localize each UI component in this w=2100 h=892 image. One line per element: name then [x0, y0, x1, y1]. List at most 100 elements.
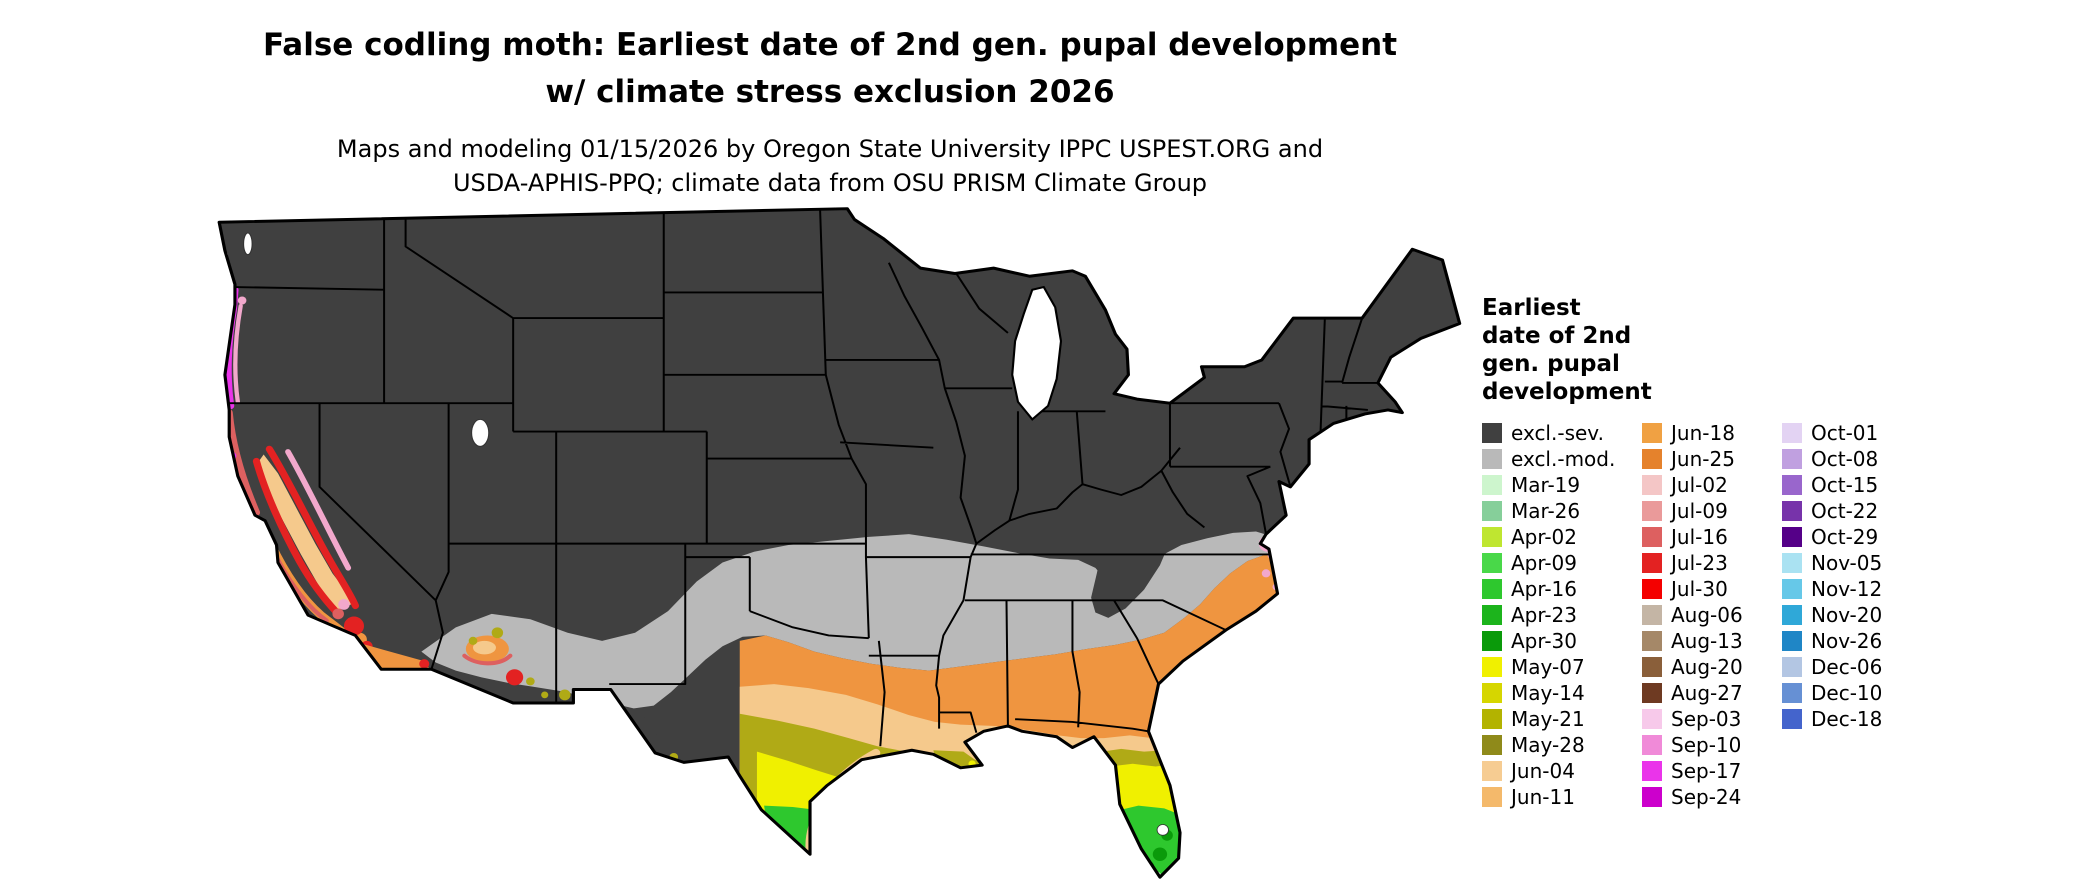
legend-label: Mar-19 [1511, 473, 1581, 497]
legend-label: Dec-10 [1811, 681, 1883, 705]
legend-swatch [1782, 527, 1802, 547]
legend-entry: Nov-20 [1782, 602, 1922, 628]
us-map-container [212, 206, 1474, 888]
legend-label: Jul-16 [1671, 525, 1728, 549]
legend-swatch [1482, 761, 1502, 781]
legend-label: Aug-20 [1671, 655, 1743, 679]
legend-swatch [1482, 605, 1502, 625]
legend-swatch [1782, 501, 1802, 521]
legend-label: Jun-25 [1671, 447, 1735, 471]
legend-swatch [1642, 475, 1662, 495]
lake-michigan [1011, 285, 1063, 421]
legend-swatch [1482, 787, 1502, 807]
legend-swatch [1642, 709, 1662, 729]
legend-entry: Apr-09 [1482, 550, 1642, 576]
legend-label: May-14 [1511, 681, 1585, 705]
region-appalachian-exclusion [1091, 465, 1175, 618]
legend-label: Apr-02 [1511, 525, 1577, 549]
legend-entry: May-28 [1482, 732, 1642, 758]
legend-label: Oct-15 [1811, 473, 1879, 497]
legend-entry: Jul-16 [1642, 524, 1782, 550]
legend-swatch [1642, 631, 1662, 651]
legend-label: May-21 [1511, 707, 1585, 731]
legend-swatch [1782, 475, 1802, 495]
legend-entry: Dec-10 [1782, 680, 1922, 706]
legend-label: Aug-27 [1671, 681, 1743, 705]
legend-swatch [1782, 605, 1802, 625]
legend-entry: May-07 [1482, 654, 1642, 680]
legend-swatch [1482, 683, 1502, 703]
legend-column: Oct-01 Oct-08 Oct-15 Oct-22 Oct-29 Nov-05 Nov-… [1782, 420, 1922, 810]
legend-swatch [1482, 579, 1502, 599]
legend-swatch [1482, 475, 1502, 495]
legend-swatch [1482, 527, 1502, 547]
legend-label: Jul-23 [1671, 551, 1728, 575]
legend-swatch [1642, 605, 1662, 625]
legend-label: Oct-08 [1811, 447, 1879, 471]
legend-swatch [1482, 423, 1502, 443]
legend-entry: Mar-19 [1482, 472, 1642, 498]
state-borders [229, 208, 1378, 747]
legend-swatch [1642, 579, 1662, 599]
region-exclusion-moderate [421, 531, 1279, 709]
legend-swatch [1782, 709, 1802, 729]
region-april-texas [764, 805, 826, 866]
legend-label: Nov-20 [1811, 603, 1883, 627]
legend-entry: Mar-26 [1482, 498, 1642, 524]
region-sierra-pink [285, 449, 352, 571]
legend-label: Apr-09 [1511, 551, 1577, 575]
legend-label: May-07 [1511, 655, 1585, 679]
legend-swatch [1482, 709, 1502, 729]
region-sierra-foothill-red [252, 445, 359, 616]
legend-entry: Oct-29 [1782, 524, 1922, 550]
page-subtitle: Maps and modeling 01/15/2026 by Oregon S… [0, 132, 1660, 200]
legend-label: Dec-18 [1811, 707, 1883, 731]
legend-label: Sep-24 [1671, 785, 1742, 809]
legend-swatch [1782, 449, 1802, 469]
legend-entry: Jun-04 [1482, 758, 1642, 784]
legend-label: Jul-02 [1671, 473, 1728, 497]
region-central-valley [257, 454, 352, 610]
legend-entry: excl.-sev. [1482, 420, 1642, 446]
legend-swatch [1642, 423, 1662, 443]
title-line-1: False codling moth: Earliest date of 2nd… [262, 27, 1398, 63]
legend-swatch [1642, 683, 1662, 703]
region-socal-desert [361, 643, 430, 670]
legend-label: Jun-11 [1511, 785, 1575, 809]
legend-swatch [1482, 449, 1502, 469]
legend-label: Apr-30 [1511, 629, 1577, 653]
legend-entry: Jun-25 [1642, 446, 1782, 472]
legend-entry: Apr-02 [1482, 524, 1642, 550]
legend-swatch [1482, 735, 1502, 755]
legend-swatch [1642, 657, 1662, 677]
legend-swatch [1782, 423, 1802, 443]
subtitle-line-2: USDA-APHIS-PPQ; climate data from OSU PR… [452, 169, 1208, 198]
legend-label: Jun-18 [1671, 421, 1735, 445]
legend-label: Aug-06 [1671, 603, 1743, 627]
legend-swatch [1782, 631, 1802, 651]
legend-entry: Jul-30 [1642, 576, 1782, 602]
legend-label: Apr-23 [1511, 603, 1577, 627]
legend-label: Nov-12 [1811, 577, 1883, 601]
legend-label: excl.-sev. [1511, 421, 1604, 445]
legend-entry: Dec-18 [1782, 706, 1922, 732]
legend-label: Sep-03 [1671, 707, 1742, 731]
legend-swatch [1782, 553, 1802, 573]
legend-label: Nov-05 [1811, 551, 1883, 575]
region-colorado-river-red [419, 659, 430, 669]
region-phoenix-red-rim [462, 653, 513, 666]
puget-sound [242, 232, 253, 256]
legend-entry: Apr-16 [1482, 576, 1642, 602]
legend-label: Apr-16 [1511, 577, 1577, 601]
legend-title-line: Earliest [1482, 295, 1581, 321]
legend-entry: Jul-09 [1642, 498, 1782, 524]
us-choropleth-map [217, 207, 1462, 879]
legend-entry: Sep-17 [1642, 758, 1782, 784]
legend-entry: Apr-30 [1482, 628, 1642, 654]
legend-label: Nov-26 [1811, 629, 1883, 653]
legend-swatch [1642, 501, 1662, 521]
legend-entry: Nov-26 [1782, 628, 1922, 654]
region-phoenix-core [473, 640, 496, 655]
legend-entry: Aug-27 [1642, 680, 1782, 706]
